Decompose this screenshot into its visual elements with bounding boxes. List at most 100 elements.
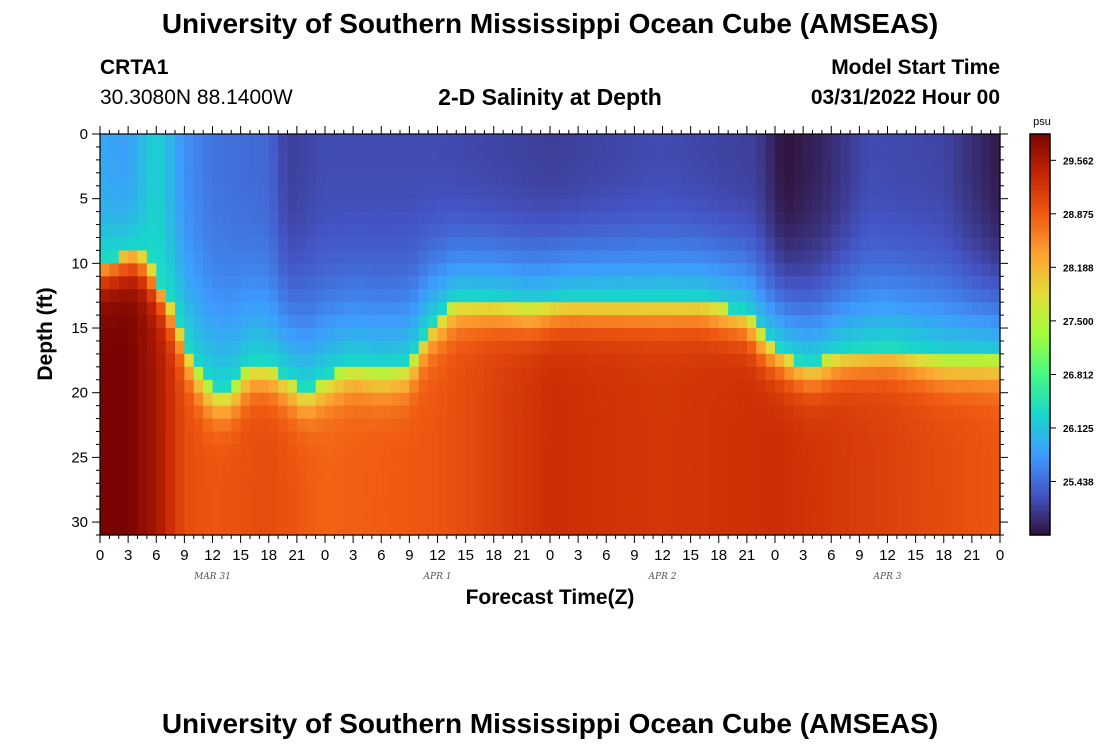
heatmap-cell — [550, 353, 560, 368]
heatmap-cell — [559, 159, 570, 174]
heatmap-cell — [634, 509, 645, 523]
heatmap-cell — [821, 250, 832, 264]
heatmap-cell — [765, 263, 776, 277]
heatmap-cell — [484, 146, 495, 161]
heatmap-cell — [118, 418, 129, 433]
heatmap-cell — [465, 496, 476, 510]
heatmap-cell — [465, 353, 476, 368]
heatmap-cell — [756, 172, 767, 187]
heatmap-cell — [775, 379, 785, 394]
heatmap-cell — [259, 379, 270, 394]
heatmap-cell — [334, 522, 345, 536]
heatmap-cell — [615, 353, 626, 368]
heatmap-cell — [775, 366, 785, 381]
heatmap-cell — [812, 483, 823, 497]
heatmap-cell — [325, 302, 335, 316]
heatmap-cell — [259, 198, 270, 213]
heatmap-cell — [512, 159, 523, 174]
heatmap-cell — [756, 470, 767, 484]
heatmap-cell — [887, 250, 898, 264]
heatmap-cell — [203, 457, 214, 471]
heatmap-cell — [756, 315, 767, 329]
heatmap-cell — [596, 172, 607, 187]
heatmap-cell — [550, 444, 560, 458]
heatmap-cell — [315, 159, 326, 174]
heatmap-cell — [625, 289, 635, 303]
heatmap-cell — [193, 237, 204, 252]
heatmap-cell — [718, 302, 729, 316]
heatmap-cell — [250, 483, 260, 497]
heatmap-cell — [934, 159, 945, 174]
heatmap-cell — [746, 224, 757, 239]
heatmap-cell — [184, 522, 195, 536]
heatmap-cell — [587, 146, 598, 161]
heatmap-cell — [662, 353, 673, 368]
heatmap-cell — [362, 146, 373, 161]
heatmap-cell — [587, 418, 598, 433]
heatmap-cell — [128, 328, 139, 342]
heatmap-cell — [887, 302, 898, 316]
heatmap-cell — [775, 496, 785, 510]
heatmap-cell — [671, 444, 682, 458]
heatmap-cell — [493, 224, 504, 239]
heatmap-cell — [671, 457, 682, 471]
heatmap-cell — [221, 379, 232, 394]
heatmap-cell — [343, 418, 354, 433]
heatmap-cell — [287, 470, 298, 484]
heatmap-cell — [456, 276, 467, 290]
heatmap-cell — [550, 522, 560, 536]
heatmap-cell — [231, 172, 242, 187]
heatmap-cell — [718, 431, 729, 446]
heatmap-cell — [156, 172, 167, 187]
heatmap-cell — [231, 470, 242, 484]
heatmap-cell — [887, 366, 898, 381]
heatmap-cell — [465, 250, 476, 264]
heatmap-cell — [437, 418, 448, 433]
heatmap-cell — [831, 172, 842, 187]
heatmap-cell — [690, 353, 701, 368]
heatmap-cell — [840, 509, 851, 523]
heatmap-cell — [690, 237, 701, 252]
heatmap-cell — [353, 172, 364, 187]
heatmap-cell — [793, 431, 804, 446]
heatmap-cell — [606, 522, 617, 536]
heatmap-cell — [728, 159, 739, 174]
heatmap-cell — [371, 470, 382, 484]
heatmap-cell — [653, 302, 664, 316]
heatmap-cell — [325, 483, 335, 497]
heatmap-cell — [606, 146, 617, 161]
heatmap-cell — [306, 405, 317, 420]
heatmap-cell — [821, 405, 832, 420]
heatmap-cell — [728, 457, 739, 471]
heatmap-cell — [456, 237, 467, 252]
heatmap-cell — [812, 134, 823, 148]
heatmap-cell — [615, 302, 626, 316]
heatmap-cell — [728, 444, 739, 458]
heatmap-cell — [962, 302, 973, 316]
heatmap-cell — [343, 198, 354, 213]
heatmap-cell — [784, 470, 795, 484]
heatmap-cell — [362, 289, 373, 303]
heatmap-cell — [831, 457, 842, 471]
heatmap-cell — [859, 353, 870, 368]
heatmap-cell — [550, 263, 560, 277]
heatmap-cell — [165, 263, 176, 277]
heatmap-cell — [625, 315, 635, 329]
heatmap-cell — [400, 276, 410, 290]
heatmap-cell — [268, 431, 279, 446]
heatmap-cell — [915, 444, 926, 458]
heatmap-cell — [784, 366, 795, 381]
heatmap-cell — [765, 457, 776, 471]
heatmap-cell — [981, 444, 992, 458]
heatmap-cell — [437, 134, 448, 148]
heatmap-cell — [381, 340, 392, 355]
heatmap-cell — [193, 289, 204, 303]
heatmap-cell — [343, 289, 354, 303]
heatmap-cell — [971, 263, 982, 277]
heatmap-cell — [100, 263, 110, 277]
heatmap-cell — [268, 276, 279, 290]
heatmap-cell — [868, 444, 879, 458]
heatmap-cell — [765, 159, 776, 174]
heatmap-cell — [400, 470, 410, 484]
colorbar-tick-label: 26.125 — [1063, 424, 1094, 435]
